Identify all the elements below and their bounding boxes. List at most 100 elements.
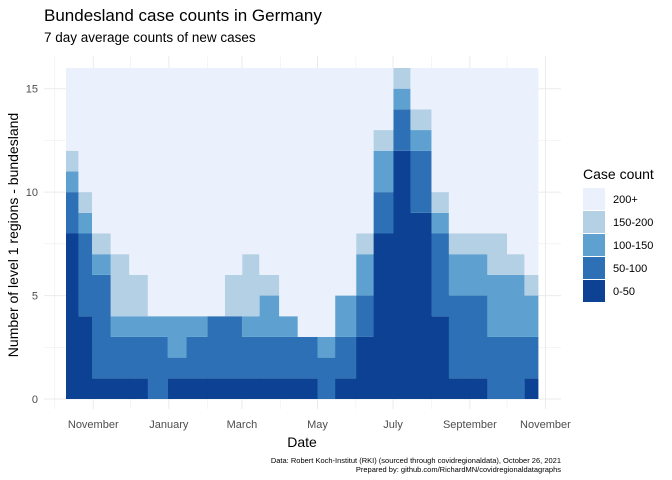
area-0-50-2020-10-10 <box>66 233 79 399</box>
area-100-150-2021-09-15 <box>487 274 508 337</box>
area-50-100-2021-03-31 <box>279 336 299 379</box>
y-axis-ticks: 0 5 10 15 <box>26 84 38 406</box>
area-100-150-2020-12-15 <box>147 316 168 337</box>
area-0-50-2021-06-01 <box>355 336 374 399</box>
area-100-150-2020-10-10 <box>66 171 79 193</box>
area-150-200-2021-06-01 <box>355 233 374 255</box>
area-50-100-2020-11-15 <box>110 336 130 379</box>
area-200+-2021-01-15 <box>186 68 208 317</box>
area-150-200-2021-07-15 <box>410 109 432 131</box>
area-50-100-2021-02-15 <box>224 316 243 379</box>
area-200+-2020-11-30 <box>129 68 149 275</box>
area-0-50-2021-03-15 <box>259 378 280 399</box>
area-0-50-2020-11-15 <box>110 378 130 399</box>
area-0-50-2021-08-15 <box>448 378 471 399</box>
area-100-150-2020-11-15 <box>110 316 130 337</box>
legend-label-100-150: 100-150 <box>613 240 653 252</box>
area-150-200-2020-11-30 <box>129 274 149 317</box>
area-100-150-2020-12-31 <box>167 316 187 358</box>
area-150-200-2021-08-15 <box>448 233 471 255</box>
legend-swatch-200+ <box>583 188 605 210</box>
area-200+-2021-09-01 <box>469 68 488 234</box>
area-200+-2020-11-15 <box>110 68 130 255</box>
series-150-200 <box>66 68 539 317</box>
area-100-150-2021-07-15 <box>410 130 432 151</box>
area-200+-2020-10-20 <box>78 68 93 193</box>
area-150-200-2021-09-15 <box>487 233 508 275</box>
area-200+-2021-06-15 <box>373 68 394 131</box>
area-200+-2021-07-15 <box>410 68 432 110</box>
legend-label-50-100: 50-100 <box>613 263 647 275</box>
area-100-150-2021-06-01 <box>355 254 374 296</box>
series-50-100 <box>66 109 539 399</box>
area-50-100-2021-09-01 <box>469 295 488 379</box>
y-tick-label-0: 0 <box>32 394 38 406</box>
area-150-200-2021-06-15 <box>373 130 394 151</box>
area-100-150-2020-11-30 <box>129 316 149 337</box>
area-0-50-2021-02-01 <box>207 378 225 399</box>
area-150-200-2021-03-15 <box>259 274 280 296</box>
area-50-100-2020-10-10 <box>66 192 79 234</box>
area-100-150-2021-01-15 <box>186 316 208 337</box>
area-0-50-2020-10-31 <box>92 378 111 399</box>
legend-label-0-50: 0-50 <box>613 286 635 298</box>
legend-swatch-100-150 <box>583 234 605 256</box>
area-100-150-2021-07-01 <box>393 88 411 110</box>
area-0-50-2021-08-01 <box>431 316 450 399</box>
x-tick-label-0: November <box>68 419 119 431</box>
area-150-200-2020-10-20 <box>78 192 93 213</box>
area-50-100-2021-03-15 <box>259 336 280 379</box>
caption-prepared-by: Prepared by: github.com/RichardMN/covidr… <box>356 465 561 474</box>
x-tick-label-2: March <box>227 419 258 431</box>
legend-label-150-200: 150-200 <box>613 217 653 229</box>
area-150-200-2020-11-15 <box>110 254 130 317</box>
area-200+-2021-10-15 <box>524 68 539 275</box>
area-50-100-2020-12-15 <box>147 336 168 399</box>
area-50-100-2021-08-01 <box>431 233 450 317</box>
area-150-200-2021-08-01 <box>431 192 450 213</box>
y-tick-label-10: 10 <box>26 187 38 199</box>
area-50-100-2021-06-01 <box>355 295 374 337</box>
area-200+-2021-05-15 <box>334 68 357 296</box>
area-0-50-2021-07-15 <box>410 212 432 399</box>
area-150-200-2020-10-31 <box>92 233 111 255</box>
chart-subtitle: 7 day average counts of new cases <box>44 30 256 45</box>
area-150-200-2021-10-15 <box>524 274 539 296</box>
area-200+-2020-12-15 <box>147 68 168 317</box>
area-100-150-2020-10-31 <box>92 254 111 275</box>
x-axis-title: Date <box>287 434 317 450</box>
area-0-50-2021-03-01 <box>241 378 260 399</box>
area-200+-2021-09-15 <box>487 68 508 234</box>
area-50-100-2020-10-31 <box>92 274 111 379</box>
area-50-100-2021-06-15 <box>373 192 394 234</box>
area-200+-2020-12-31 <box>167 68 187 317</box>
area-0-50-2020-10-20 <box>78 316 93 399</box>
area-0-50-2021-07-01 <box>393 150 411 399</box>
x-axis-ticks: November January March May July September Nove… <box>68 419 571 431</box>
area-50-100-2021-03-01 <box>241 336 260 379</box>
area-100-150-2021-06-15 <box>373 150 394 193</box>
area-100-150-2021-05-01 <box>317 336 336 358</box>
area-0-50-2021-06-15 <box>373 233 394 399</box>
chart-title: Bundesland case counts in Germany <box>44 6 322 25</box>
legend-swatch-0-50 <box>583 280 605 302</box>
x-tick-label-4: July <box>383 419 403 431</box>
area-150-200-2021-10-01 <box>507 254 525 275</box>
area-50-100-2021-10-15 <box>524 336 539 379</box>
x-tick-label-6: November <box>520 419 571 431</box>
area-150-200-2020-10-10 <box>66 150 79 172</box>
area-0-50-2021-09-01 <box>469 378 488 399</box>
series-100-150 <box>66 88 539 358</box>
area-0-50-2020-11-30 <box>129 378 149 399</box>
area-0-50-2021-02-15 <box>224 378 243 399</box>
area-50-100-2020-12-31 <box>167 357 187 379</box>
area-50-100-2021-08-15 <box>448 295 471 379</box>
area-200+-2021-04-15 <box>297 68 318 337</box>
area-100-150-2021-08-15 <box>448 254 471 296</box>
area-200+-2021-06-01 <box>355 68 374 234</box>
legend: Case count 200+ 150-200 100-150 50-100 0-50 <box>583 166 654 302</box>
area-100-150-2021-05-15 <box>334 295 357 337</box>
area-50-100-2021-10-01 <box>507 336 525 399</box>
area-0-50-2021-10-15 <box>524 378 539 399</box>
